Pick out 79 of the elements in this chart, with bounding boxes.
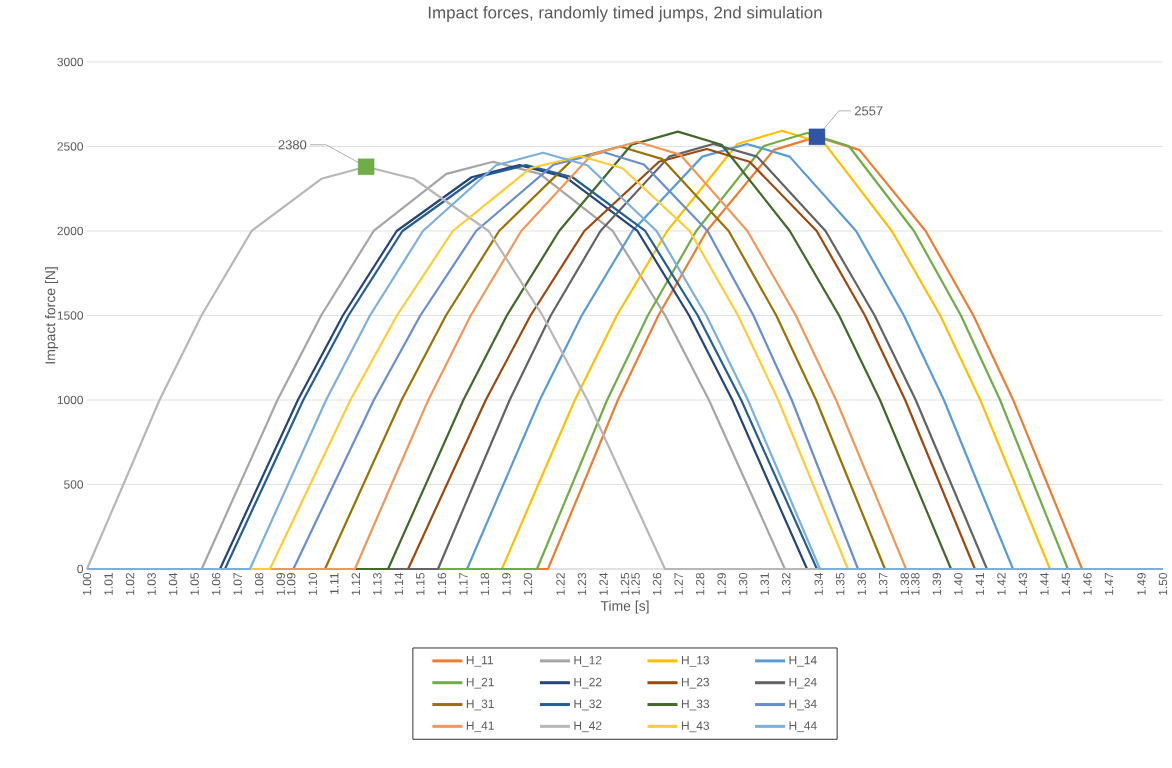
x-tick-label: 1.07 bbox=[233, 573, 242, 595]
legend-label: H_44 bbox=[789, 721, 817, 733]
x-tick-label: 1.04 bbox=[168, 572, 178, 595]
x-tick-label: 1.43 bbox=[1018, 573, 1028, 595]
x-tick-label: 1.37 bbox=[879, 573, 888, 595]
legend-label: H_32 bbox=[574, 699, 602, 711]
x-tick-label: 1.29 bbox=[717, 573, 726, 595]
x-tick-label: 1.08 bbox=[254, 573, 264, 595]
y-tick-label: 1000 bbox=[57, 395, 84, 405]
data-label: 2380 bbox=[278, 140, 307, 150]
x-tick-label: 1.17 bbox=[459, 573, 468, 595]
y-tick-label: 0 bbox=[77, 564, 84, 574]
legend-label: H_34 bbox=[789, 699, 817, 711]
x-tick-label: 1.20 bbox=[523, 572, 533, 595]
x-tick-label: 1.46 bbox=[1083, 573, 1092, 595]
y-tick-label: 3000 bbox=[57, 57, 84, 67]
x-tick-label: 1.47 bbox=[1104, 573, 1114, 595]
x-tick-label: 1.40 bbox=[954, 572, 963, 595]
x-tick-label: 1.49 bbox=[1137, 573, 1146, 595]
x-tick-label: 1.44 bbox=[1040, 572, 1049, 595]
x-tick-label: 1.11 bbox=[330, 573, 339, 594]
x-tick-label: 1.23 bbox=[577, 573, 587, 595]
legend-label: H_43 bbox=[681, 721, 710, 733]
x-tick-label: 1.42 bbox=[997, 573, 1006, 595]
legend-label: H_14 bbox=[789, 656, 817, 667]
x-tick-label: 1.31 bbox=[760, 573, 769, 595]
y-tick-label: 500 bbox=[64, 480, 84, 489]
x-tick-label: 1.12 bbox=[351, 573, 360, 595]
x-tick-label: 1.36 bbox=[857, 573, 866, 595]
x-axis-title: Time [s] bbox=[600, 600, 649, 614]
x-tick-label: 1.27 bbox=[674, 573, 683, 595]
x-tick-label: 1.39 bbox=[932, 573, 942, 595]
x-tick-label: 1.02 bbox=[125, 573, 135, 595]
legend-label: H_42 bbox=[574, 721, 602, 733]
legend-label: H_12 bbox=[574, 655, 602, 667]
y-tick-label: 1500 bbox=[57, 311, 84, 320]
x-tick-label: 1.09 bbox=[287, 573, 296, 595]
x-tick-label: 1.19 bbox=[502, 573, 511, 595]
x-tick-label: 1.32 bbox=[781, 573, 791, 595]
x-tick-label: 1.26 bbox=[652, 573, 662, 595]
x-tick-label: 1.13 bbox=[373, 573, 382, 595]
y-tick-label: 2000 bbox=[57, 226, 84, 236]
x-tick-label: 1.22 bbox=[556, 573, 565, 595]
x-tick-label: 1.24 bbox=[599, 572, 608, 595]
x-tick-label: 1.50 bbox=[1158, 572, 1168, 595]
x-tick-label: 1.38 bbox=[911, 573, 920, 595]
x-tick-label: 1.05 bbox=[190, 573, 199, 595]
x-tick-label: 1.15 bbox=[416, 573, 425, 595]
x-tick-label: 1.28 bbox=[695, 573, 705, 595]
legend-label: H_11 bbox=[466, 656, 493, 667]
y-axis-title: Impact force [N] bbox=[45, 267, 59, 364]
x-tick-label: 1.25 bbox=[631, 573, 640, 595]
x-tick-label: 1.25 bbox=[620, 573, 630, 595]
legend-label: H_22 bbox=[574, 677, 602, 689]
legend-label: H_21 bbox=[466, 677, 494, 689]
legend-label: H_33 bbox=[681, 699, 710, 711]
legend-label: H_24 bbox=[789, 677, 817, 689]
x-tick-label: 1.45 bbox=[1061, 573, 1071, 595]
x-tick-label: 1.03 bbox=[147, 573, 156, 595]
x-tick-label: 1.01 bbox=[104, 573, 113, 595]
y-tick-label: 2500 bbox=[57, 142, 84, 151]
x-tick-label: 1.18 bbox=[480, 573, 490, 595]
x-tick-label: 1.41 bbox=[975, 573, 984, 595]
legend-label: H_13 bbox=[681, 655, 710, 667]
x-tick-label: 1.10 bbox=[308, 572, 317, 595]
x-tick-label: 1.30 bbox=[738, 572, 748, 595]
x-tick-label: 1.09 bbox=[276, 573, 285, 595]
legend-label: H_31 bbox=[466, 699, 494, 711]
data-label: 2557 bbox=[854, 106, 883, 116]
legend-label: H_23 bbox=[681, 677, 710, 689]
x-tick-label: 1.34 bbox=[814, 572, 823, 595]
legend-label: H_41 bbox=[466, 721, 494, 733]
x-tick-label: 1.35 bbox=[835, 573, 845, 595]
chart-title: Impact forces, randomly timed jumps, 2nd simulation bbox=[428, 6, 822, 22]
x-tick-label: 1.14 bbox=[394, 572, 403, 595]
x-tick-label: 1.38 bbox=[900, 573, 909, 595]
x-tick-label: 1.16 bbox=[437, 573, 447, 595]
x-tick-label: 1.00 bbox=[82, 572, 92, 595]
x-tick-label: 1.06 bbox=[211, 573, 221, 595]
